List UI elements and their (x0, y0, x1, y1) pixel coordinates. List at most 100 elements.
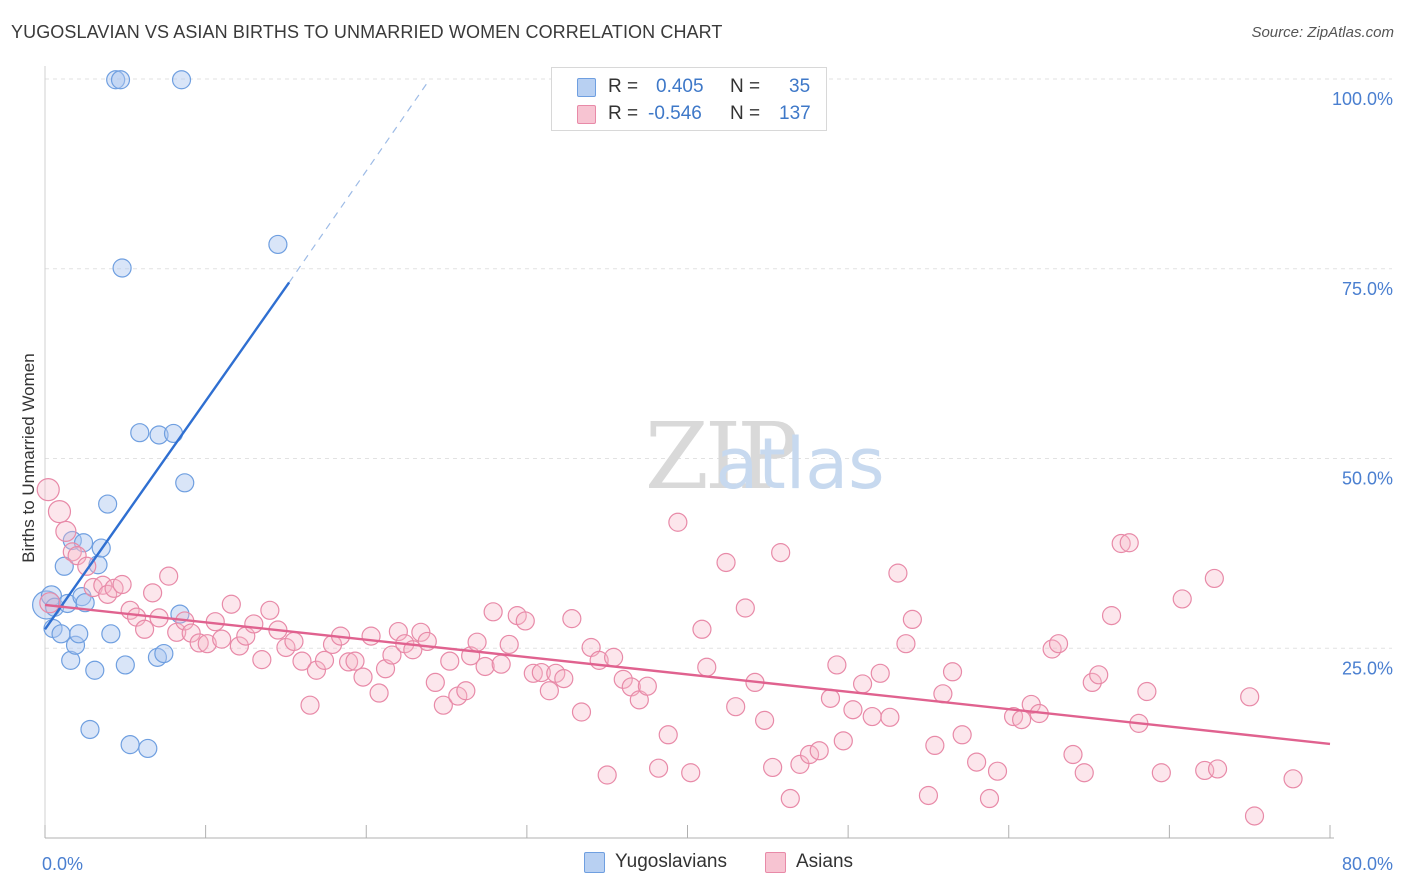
asian-point (1172, 589, 1192, 609)
yugoslavian-point (80, 719, 100, 740)
asian-point (1111, 533, 1131, 554)
yugoslavian-point (115, 655, 135, 675)
n-label: N = (730, 103, 761, 124)
asian-point (967, 752, 987, 772)
asian-point (260, 600, 280, 620)
yugoslavian-point (98, 494, 118, 514)
yugoslavian-point (154, 643, 174, 664)
r-label: R = (608, 103, 639, 124)
asian-point (771, 543, 791, 563)
trend-lines (44, 82, 1331, 746)
yugoslavian-point (54, 556, 74, 576)
asian-point (1048, 634, 1069, 654)
stat-row-yugoslavians: R = 0.405 N = 35 (552, 74, 810, 100)
legend-item-asians[interactable]: Asians (765, 851, 853, 873)
asian-point (1240, 687, 1260, 707)
yugoslavian-point (101, 624, 121, 644)
x-tick-label: 80.0% (1342, 854, 1393, 874)
y-tick-label: 50.0% (1342, 469, 1393, 489)
asian-point (425, 672, 445, 693)
asian-point (93, 575, 113, 595)
n-label: N = (730, 76, 761, 97)
yugoslavian-trend-line (44, 281, 291, 630)
asian-point (754, 710, 775, 730)
asian-point (658, 725, 678, 745)
asian-point (852, 674, 873, 694)
asian-point (637, 676, 657, 696)
asian-point (604, 647, 624, 667)
legend-label: Asians (796, 851, 854, 872)
yugoslavian-point (149, 425, 169, 445)
asian-point (987, 761, 1008, 781)
asian-point (827, 655, 847, 675)
asian-point (1204, 568, 1224, 589)
asian-point (475, 656, 495, 677)
yugoslavian-point (138, 738, 158, 759)
asian-point (515, 611, 535, 631)
legend-item-yugoslavians[interactable]: Yugoslavians (584, 851, 727, 873)
n-value: 35 (789, 76, 811, 97)
asian-point (197, 634, 217, 654)
asian-point (692, 619, 712, 639)
asian-point (467, 632, 487, 652)
asian-point (314, 650, 335, 670)
asians-legend-icon (765, 851, 786, 873)
yugoslavian-point (51, 624, 71, 644)
asian-point (979, 788, 1000, 809)
asian-point (36, 478, 60, 502)
asian-point (668, 512, 688, 532)
yugoslavian-point (106, 70, 126, 90)
data-points (32, 70, 1303, 826)
yugoslavian-point (112, 258, 132, 278)
asian-point (345, 651, 365, 671)
asian-point (361, 626, 381, 646)
r-value: 0.405 (656, 76, 704, 97)
asian-point (880, 707, 900, 727)
yugoslavians-swatch-icon (577, 77, 596, 97)
watermark-zip: ZIP (645, 403, 796, 510)
asian-point (382, 645, 402, 665)
asian-point (697, 657, 717, 677)
asian-point (483, 602, 503, 622)
r-value: -0.546 (648, 103, 702, 124)
correlation-stats-box: R = 0.405 N = 35 R = -0.546 N = 137 (551, 67, 827, 131)
x-tick-label: 0.0% (42, 854, 83, 874)
asian-point (189, 633, 209, 653)
asian-point (790, 754, 810, 774)
asian-point (888, 563, 908, 583)
yugoslavians-legend-icon (584, 851, 605, 873)
yugoslavian-point (61, 650, 81, 670)
y-tick-label: 75.0% (1342, 279, 1393, 299)
asian-point (292, 651, 312, 671)
asian-point (143, 583, 163, 603)
asian-point (1101, 606, 1122, 626)
asians-swatch-icon (577, 104, 596, 124)
asian-point (531, 662, 551, 683)
asian-point (306, 660, 327, 680)
asian-point (221, 594, 241, 614)
legend-label: Yugoslavians (615, 851, 727, 872)
asian-point (300, 695, 320, 715)
asian-point (1119, 533, 1139, 553)
n-value: 137 (779, 103, 811, 124)
asian-point (952, 725, 972, 745)
asian-point (809, 741, 829, 761)
asian-point (369, 683, 389, 703)
source-label: Source: ZipAtlas.com (1251, 24, 1394, 41)
asian-point (799, 744, 820, 765)
asian-point (1074, 763, 1094, 783)
asian-point (159, 566, 179, 586)
watermark-atlas: atlas (715, 423, 884, 505)
asian-point (896, 634, 916, 654)
asian-point (1082, 672, 1102, 693)
chart-title: YUGOSLAVIAN VS ASIAN BIRTHS TO UNMARRIED… (11, 22, 723, 42)
asian-point (571, 702, 592, 722)
asian-point (1063, 744, 1083, 765)
yugoslavian-point (175, 473, 195, 493)
asian-point (244, 614, 264, 634)
yugoslavian-point (120, 735, 140, 755)
asian-point (780, 788, 800, 809)
asian-point (112, 574, 132, 595)
asian-point (440, 651, 460, 671)
